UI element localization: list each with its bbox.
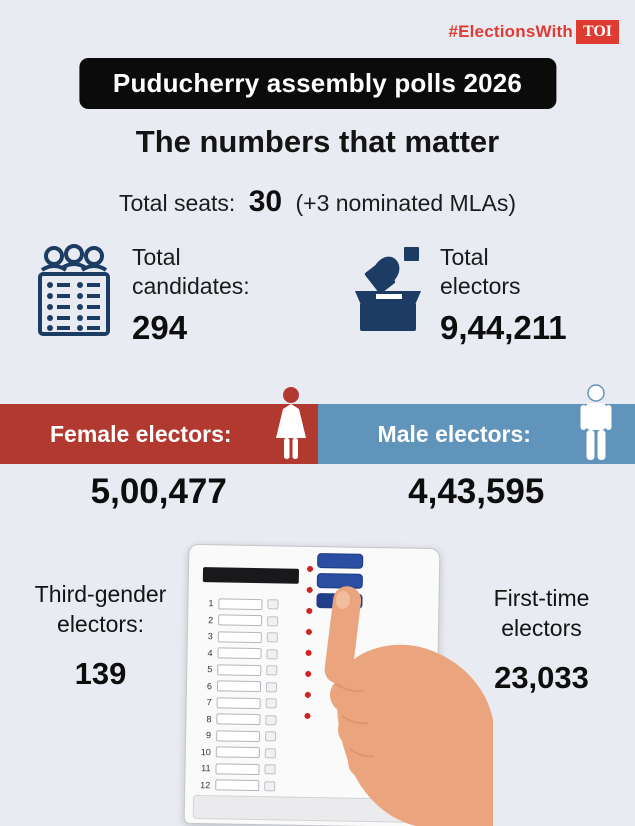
electors-stat: Total electors 9,44,211 bbox=[350, 243, 567, 347]
female-electors-band: Female electors: bbox=[0, 387, 318, 464]
evm-row-number: 8 bbox=[206, 713, 212, 724]
evm-row-number: 5 bbox=[207, 664, 213, 675]
seats-prefix: Total seats: bbox=[118, 190, 236, 216]
evm-row-button bbox=[265, 731, 277, 742]
first-time-label: First-time electors bbox=[493, 585, 590, 641]
hand-illustration bbox=[324, 586, 493, 826]
evm-label-slot bbox=[218, 598, 263, 610]
first-time-stat: First-time electors 23,033 bbox=[454, 584, 629, 698]
evm-row-button bbox=[264, 747, 276, 759]
evm-display-strip bbox=[202, 567, 300, 584]
evm-row-button bbox=[267, 599, 279, 610]
evm-row-number: 9 bbox=[206, 730, 212, 741]
candidates-list-icon bbox=[30, 243, 118, 342]
evm-row-number: 6 bbox=[206, 680, 213, 692]
third-gender-label: Third-gender electors: bbox=[34, 581, 167, 637]
evm-label-slot bbox=[217, 631, 262, 643]
hand-pressing-button bbox=[298, 552, 493, 826]
evm-label-slot bbox=[216, 680, 262, 693]
evm-row: 7 bbox=[199, 694, 277, 712]
evm-row: 9 bbox=[198, 727, 277, 745]
seats-value: 30 bbox=[248, 185, 283, 218]
candidates-value: 294 bbox=[132, 308, 188, 346]
evm-row-number: 10 bbox=[200, 746, 211, 757]
evm-row: 4 bbox=[199, 645, 278, 663]
evm-label-slot bbox=[215, 746, 260, 759]
evm-label-slot bbox=[216, 730, 261, 742]
elections-hashtag: #ElectionsWith bbox=[448, 22, 573, 41]
evm-row: 2 bbox=[200, 612, 279, 630]
evm-rows: 1 2 3 4 5 6 7 8 9 10 11 12 bbox=[197, 595, 279, 795]
evm-row-button bbox=[265, 714, 277, 726]
evm-row-button bbox=[264, 780, 276, 792]
page-subtitle: The numbers that matter bbox=[135, 124, 500, 159]
evm-row-button bbox=[265, 681, 278, 693]
total-seats-line: Total seats: 30 (+3 nominated MLAs) bbox=[0, 185, 635, 219]
evm-row-number: 2 bbox=[208, 614, 214, 626]
evm-label-slot bbox=[218, 614, 263, 627]
candidates-stat: Total candidates: 294 bbox=[30, 243, 272, 347]
evm-row-number: 12 bbox=[200, 779, 211, 790]
evm-row-button bbox=[266, 648, 278, 660]
evm-label-slot bbox=[215, 779, 260, 792]
evm-row-button bbox=[267, 615, 279, 627]
evm-row-button bbox=[266, 632, 278, 643]
gender-values-row: 5,00,477 4,43,595 bbox=[0, 472, 635, 512]
evm-row: 3 bbox=[200, 628, 278, 646]
evm-row: 11 bbox=[197, 760, 276, 778]
evm-label-slot bbox=[217, 664, 262, 676]
third-gender-value: 139 bbox=[74, 655, 127, 691]
male-electors-value: 4,43,595 bbox=[408, 472, 545, 511]
title-banner: Puducherry assembly polls 2026 bbox=[78, 58, 557, 109]
evm-row-number: 4 bbox=[207, 647, 213, 659]
electors-value: 9,44,211 bbox=[440, 308, 567, 346]
evm-row-number: 1 bbox=[208, 598, 214, 609]
toi-badge: #ElectionsWith TOI bbox=[448, 20, 619, 44]
evm-row-button bbox=[266, 665, 278, 676]
evm-row-number: 11 bbox=[201, 763, 211, 774]
female-figure-icon bbox=[272, 386, 310, 462]
seats-suffix: (+3 nominated MLAs) bbox=[295, 190, 517, 216]
female-electors-value: 5,00,477 bbox=[90, 472, 227, 511]
evm-row: 1 bbox=[200, 595, 279, 613]
evm-row: 8 bbox=[198, 711, 277, 729]
female-electors-label: Female electors: bbox=[49, 420, 232, 447]
evm-row-number: 3 bbox=[207, 631, 213, 642]
evm-row: 10 bbox=[198, 744, 276, 762]
evm-label-slot bbox=[216, 713, 261, 726]
evm-row-button bbox=[264, 764, 276, 775]
first-time-value: 23,033 bbox=[494, 659, 589, 695]
evm-row: 5 bbox=[199, 661, 278, 679]
evm-row-number: 7 bbox=[206, 697, 212, 708]
electors-label: Total electors bbox=[440, 244, 521, 299]
ballot-box-icon bbox=[350, 243, 426, 340]
evm-label-slot bbox=[216, 697, 261, 709]
male-electors-band: Male electors: bbox=[317, 384, 635, 464]
male-electors-label: Male electors: bbox=[377, 420, 531, 447]
evm-row: 12 bbox=[197, 777, 276, 795]
male-figure-icon bbox=[577, 384, 615, 462]
gender-band: Female electors: Male electors: bbox=[0, 384, 635, 464]
evm-row: 6 bbox=[199, 678, 278, 696]
title-text: Puducherry assembly polls 2026 bbox=[112, 68, 523, 98]
evm-row-button bbox=[265, 698, 277, 709]
toi-logo: TOI bbox=[575, 20, 619, 44]
evm-label-slot bbox=[215, 763, 260, 775]
evm-label-slot bbox=[217, 647, 262, 660]
third-gender-stat: Third-gender electors: 139 bbox=[8, 580, 193, 694]
candidates-label: Total candidates: bbox=[132, 244, 250, 299]
